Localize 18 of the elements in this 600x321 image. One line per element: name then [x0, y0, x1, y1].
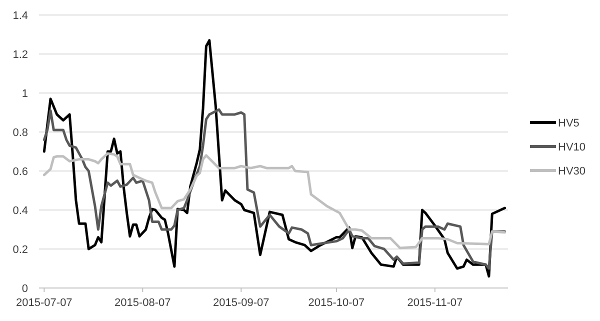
y-tick-label: 1 [22, 88, 28, 100]
y-tick-label: 1.2 [12, 48, 28, 61]
x-tick-label: 2015-11-07 [407, 297, 463, 309]
x-tick-label: 2015-08-07 [114, 297, 171, 309]
x-tick-label: 2015-10-07 [308, 297, 365, 309]
x-tick-label: 2015-09-07 [213, 297, 270, 309]
y-tick-label: 1.4 [12, 10, 28, 22]
legend-label: HV5 [558, 117, 580, 130]
y-tick-label: 0.6 [12, 166, 28, 178]
legend-label: HV10 [558, 141, 586, 154]
y-tick-label: 0.4 [12, 204, 28, 217]
y-tick-label: 0 [22, 282, 28, 295]
line-series [42, 108, 506, 270]
y-tick-label: 0.8 [12, 126, 28, 139]
legend-label: HV30 [558, 165, 586, 178]
x-tick-label: 2015-07-07 [16, 297, 72, 309]
y-tick-label: 0.2 [12, 244, 28, 256]
line-series [42, 152, 506, 250]
